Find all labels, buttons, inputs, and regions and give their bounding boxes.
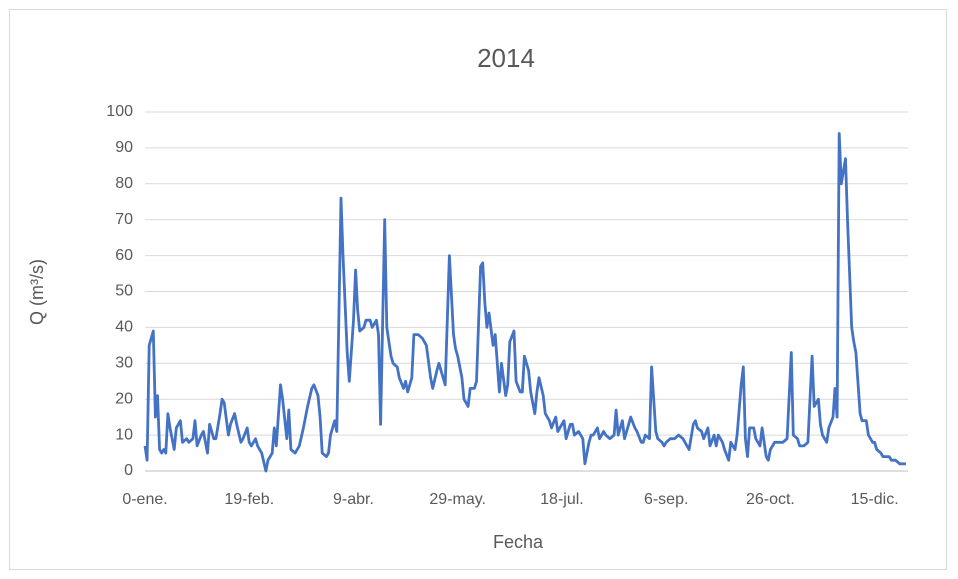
y-tick-label: 60 (115, 247, 133, 264)
x-tick-label: 19-feb. (224, 491, 274, 508)
y-tick-label: 90 (115, 139, 133, 156)
y-tick-label: 20 (115, 390, 133, 407)
x-tick-label: 18-jul. (540, 491, 584, 508)
x-tick-label: 0-ene. (122, 491, 167, 508)
y-tick-label: 100 (106, 103, 133, 120)
x-tick-label: 26-oct. (746, 491, 795, 508)
x-tick-label: 15-dic. (851, 491, 899, 508)
x-axis-label: Fecha (493, 532, 544, 552)
data-line (143, 132, 906, 473)
x-tick-label: 29-may. (429, 491, 486, 508)
y-tick-label: 70 (115, 211, 133, 228)
y-tick-label: 40 (115, 319, 133, 336)
y-tick-label: 80 (115, 175, 133, 192)
y-tick-label: 0 (124, 462, 133, 479)
y-tick-label: 30 (115, 355, 133, 372)
y-tick-label: 10 (115, 426, 133, 443)
chart-border (9, 9, 947, 570)
x-tick-label: 9-abr. (333, 491, 374, 508)
x-tick-label: 6-sep. (644, 491, 688, 508)
chart-title: 2014 (477, 43, 535, 73)
y-axis-label: Q (m³/s) (27, 259, 47, 325)
y-tick-label: 50 (115, 283, 133, 300)
